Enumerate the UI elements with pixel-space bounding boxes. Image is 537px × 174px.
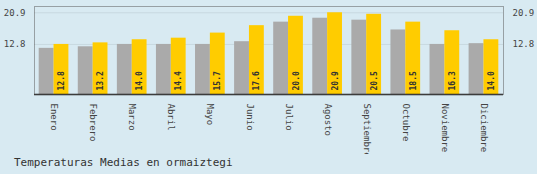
svg-text:17.6: 17.6 xyxy=(252,71,261,90)
html-text:Temperaturas Medias en ormaizt: Temperaturas Medias en ormaiztegi xyxy=(14,156,233,169)
svg-text:18.5: 18.5 xyxy=(409,71,418,90)
svg-text:Febrero: Febrero xyxy=(88,104,98,142)
svg-text:Noviembre: Noviembre xyxy=(440,104,450,153)
svg-text:20.9: 20.9 xyxy=(331,71,340,90)
svg-text:Marzo: Marzo xyxy=(127,104,137,131)
svg-text:Octubre: Octubre xyxy=(401,104,411,142)
svg-text:Julio: Julio xyxy=(284,104,294,131)
svg-text:Abril: Abril xyxy=(166,104,176,131)
svg-text:Septiembre: Septiembre xyxy=(362,104,372,155)
svg-text:Agosto: Agosto xyxy=(323,104,333,137)
svg-text:Junio: Junio xyxy=(245,104,255,131)
svg-text:20.9: 20.9 xyxy=(513,8,535,18)
svg-text:Diciembre: Diciembre xyxy=(479,104,489,153)
svg-text:20.5: 20.5 xyxy=(370,71,379,90)
svg-text:12.8: 12.8 xyxy=(57,71,66,90)
svg-text:13.2: 13.2 xyxy=(96,71,105,90)
svg-text:12.8: 12.8 xyxy=(513,39,535,49)
svg-text:20.0: 20.0 xyxy=(292,71,301,90)
svg-text:15.7: 15.7 xyxy=(213,71,222,90)
svg-text:14.4: 14.4 xyxy=(174,71,183,90)
svg-text:16.3: 16.3 xyxy=(448,71,457,90)
svg-text:14.0: 14.0 xyxy=(487,71,496,90)
svg-text:12.8: 12.8 xyxy=(4,39,26,49)
svg-text:14.0: 14.0 xyxy=(135,71,144,90)
svg-text:20.9: 20.9 xyxy=(4,8,26,18)
svg-text:Mayo: Mayo xyxy=(205,104,215,126)
svg-text:Enero: Enero xyxy=(49,104,59,131)
